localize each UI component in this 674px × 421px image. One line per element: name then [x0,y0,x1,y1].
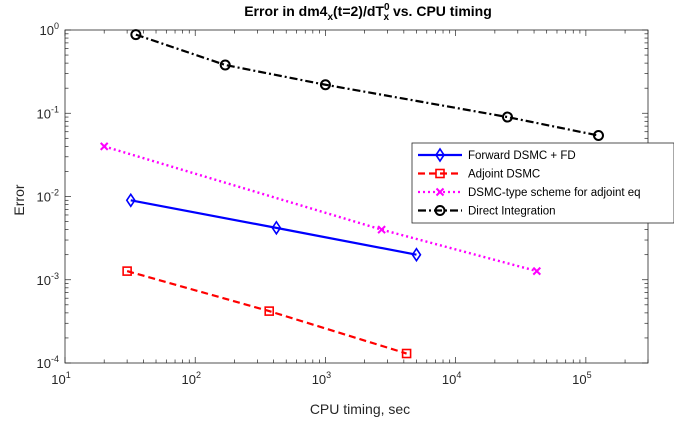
data-point [319,79,331,91]
chart-title: Error in dm4x(t=2)/dT0 x vs. CPU timing [244,2,492,23]
data-point [219,59,231,71]
series-line [103,145,538,273]
series-line [135,33,599,137]
x-tick-label: 105 [572,370,591,387]
legend: Forward DSMC + FD Adjoint DSMC DSMC-type s… [411,142,674,224]
data-point [401,348,412,359]
marker-stroke [377,225,386,234]
marker-stroke [532,266,542,276]
x-tick-label: 104 [442,370,461,387]
series-line [130,199,417,256]
data-point [125,192,136,208]
legend-swatch-marker [434,205,446,216]
data-point [377,225,386,234]
marker-stroke [99,142,109,151]
x-tick-label: 102 [181,370,200,387]
legend-label: DSMC-type scheme for adjoint eq [468,187,641,199]
data-point [130,29,142,41]
legend-label: Direct Integration [468,206,556,218]
data-point [264,306,275,316]
legend-swatch-marker [435,147,445,163]
legend-swatch-marker [435,187,445,197]
data-point [99,142,109,151]
y-axis-label: Error [11,184,27,215]
y-tick-label: 10-1 [37,104,59,121]
y-tick-label: 10-2 [37,188,59,205]
y-tick-label: 100 [40,21,59,38]
x-tick-label: 103 [312,370,331,387]
legend-label: Adjoint DSMC [468,169,540,181]
series-2 [122,266,412,359]
data-point [271,220,282,236]
series-3 [99,142,542,276]
legend-label: Forward DSMC + FD [468,150,576,162]
data-point [501,111,513,123]
marker-stroke [435,187,445,197]
series-1 [125,192,422,263]
data-point [532,266,542,276]
plot-area: 101 102 103 104 105 10-4 10-3 10-2 10-1 100 [37,21,649,387]
y-tick-label: 10-4 [37,354,59,371]
y-tick-label: 10-3 [37,271,59,288]
x-tick-label: 101 [51,370,70,387]
data-point [122,266,132,276]
series-line [126,270,407,355]
x-axis-label: CPU timing, sec [310,401,410,417]
series-4 [130,29,604,142]
legend-swatch-marker [435,168,445,179]
data-point [411,247,422,263]
data-point [592,130,604,142]
